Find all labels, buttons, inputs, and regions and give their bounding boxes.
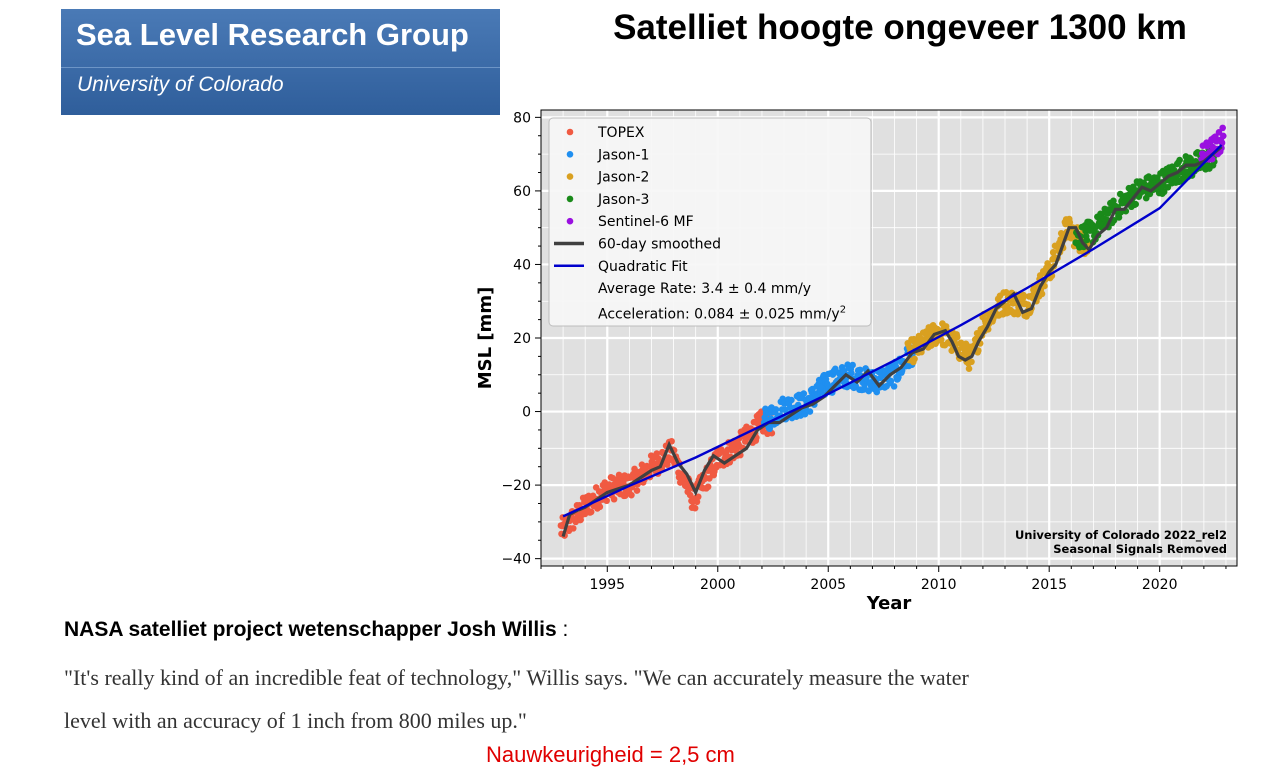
data-point: [633, 487, 641, 494]
data-point: [1083, 236, 1091, 244]
data-point: [953, 333, 961, 341]
data-point: [694, 493, 702, 501]
headline: Satelliet hoogte ongeveer 1300 km: [613, 8, 1187, 47]
data-point: [911, 355, 918, 363]
data-point: [806, 408, 814, 415]
data-point: [801, 410, 809, 418]
data-point: [603, 497, 610, 505]
x-tick-label: 2020: [1142, 577, 1178, 593]
data-point: [832, 365, 839, 373]
speaker-colon: :: [556, 618, 569, 641]
data-point: [686, 491, 694, 499]
data-point: [1132, 200, 1140, 208]
legend-label: Jason-1: [597, 147, 649, 163]
x-tick-label: 2005: [810, 577, 846, 593]
legend-label: Sentinel-6 MF: [598, 214, 694, 230]
y-tick-label: −40: [501, 552, 531, 568]
data-point: [628, 491, 635, 499]
data-point: [718, 447, 726, 454]
data-point: [800, 390, 808, 397]
data-point: [596, 503, 604, 511]
banner-divider: [61, 67, 500, 68]
y-tick-label: 80: [513, 110, 531, 126]
data-point: [965, 365, 973, 372]
data-point: [704, 483, 712, 491]
y-tick-label: −20: [501, 478, 531, 494]
data-point: [1049, 249, 1057, 256]
x-axis-label: Year: [866, 593, 912, 614]
data-point: [1066, 219, 1074, 226]
data-point: [856, 366, 864, 374]
legend-label: Jason-3: [597, 192, 649, 208]
data-point: [766, 425, 774, 433]
data-point: [1160, 188, 1168, 196]
data-point: [610, 495, 618, 503]
legend-marker: [566, 195, 574, 203]
data-point: [873, 388, 881, 396]
data-point: [849, 361, 856, 369]
legend-marker: [566, 128, 574, 136]
banner-subtitle: University of Colorado: [77, 73, 284, 96]
y-tick-label: 0: [522, 405, 531, 421]
data-point: [691, 504, 699, 512]
legend-marker: [566, 173, 574, 180]
quote-text: "It's really kind of an incredible feat …: [64, 665, 969, 733]
y-tick-label: 60: [513, 184, 531, 200]
data-point: [772, 406, 780, 413]
legend-box: [548, 117, 872, 327]
legend-marker: [566, 151, 574, 158]
data-point: [569, 525, 577, 532]
legend-rate: Average Rate: 3.4 ± 0.4 mm/y: [598, 281, 811, 297]
x-tick-label: 1995: [589, 577, 625, 593]
quadratic-fit-line: [562, 144, 1223, 518]
x-tick-label: 2010: [921, 577, 957, 593]
y-tick-label: 40: [513, 257, 531, 273]
legend-marker: [566, 217, 574, 225]
plot-frame: [540, 109, 1238, 567]
data-point: [653, 450, 661, 457]
data-point: [1176, 156, 1183, 164]
data-point: [788, 396, 795, 404]
legend: TOPEX Jason-1 Jason-2 Jason-3 Sentinel-6 MF 6…: [548, 117, 872, 327]
data-point: [1203, 142, 1211, 150]
sea-level-chart: 1995 2000 2005 2010 2015 2020−40−20020406080 …: [475, 109, 1238, 614]
legend-label: TOPEX: [597, 125, 645, 141]
data-point: [1020, 291, 1027, 299]
legend-acceleration-exponent: 2: [840, 304, 846, 315]
data-point: [693, 498, 701, 506]
data-point: [1219, 124, 1226, 132]
data-point: [587, 508, 595, 516]
data-point: [1110, 197, 1117, 205]
data-point: [890, 383, 898, 390]
data-point: [1215, 128, 1223, 136]
data-point: [663, 461, 671, 468]
y-tick-label: 20: [513, 331, 531, 347]
x-tick-label: 2015: [1031, 577, 1067, 593]
data-point: [937, 336, 945, 343]
axes: 1995 2000 2005 2010 2015 2020 −40 −20 0 20 40 60 80: [501, 110, 1177, 593]
banner-title: Sea Level Research Group: [76, 17, 469, 52]
speaker-name: NASA satelliet project wetenschapper Jos…: [64, 618, 557, 641]
accuracy-note: Nauwkeurigheid = 2,5 cm: [486, 742, 735, 767]
data-point: [887, 377, 895, 385]
data-point: [968, 358, 975, 366]
y-axis-label: MSL [mm]: [475, 287, 496, 390]
legend-label: 60-day smoothed: [598, 237, 721, 253]
x-tick-label: 2000: [700, 577, 736, 593]
data-point: [1220, 132, 1227, 140]
legend-label: Jason-2: [597, 170, 649, 186]
caption-speaker: NASA satelliet project wetenschapper Jos…: [64, 618, 568, 642]
data-point: [1038, 290, 1046, 298]
legend-acceleration: Acceleration: 0.084 ± 0.025 mm/y2: [598, 304, 846, 322]
data-point: [848, 369, 855, 377]
seasonal-annotation: Seasonal Signals Removed: [1053, 542, 1227, 556]
research-group-banner: Sea Level Research Group University of C…: [61, 9, 500, 115]
credit-annotation: University of Colorado 2022_rel2: [1015, 528, 1227, 543]
legend-label: Quadratic Fit: [598, 259, 688, 275]
